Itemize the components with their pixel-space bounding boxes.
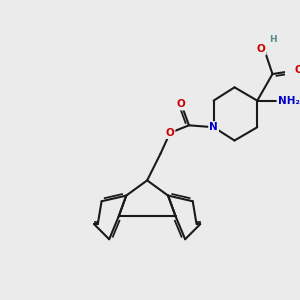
Text: O: O: [295, 65, 300, 75]
Text: O: O: [166, 128, 174, 138]
Text: N: N: [209, 122, 218, 132]
Text: O: O: [257, 44, 266, 54]
Text: O: O: [177, 99, 186, 110]
Text: NH₂: NH₂: [278, 96, 300, 106]
Text: H: H: [269, 35, 276, 44]
